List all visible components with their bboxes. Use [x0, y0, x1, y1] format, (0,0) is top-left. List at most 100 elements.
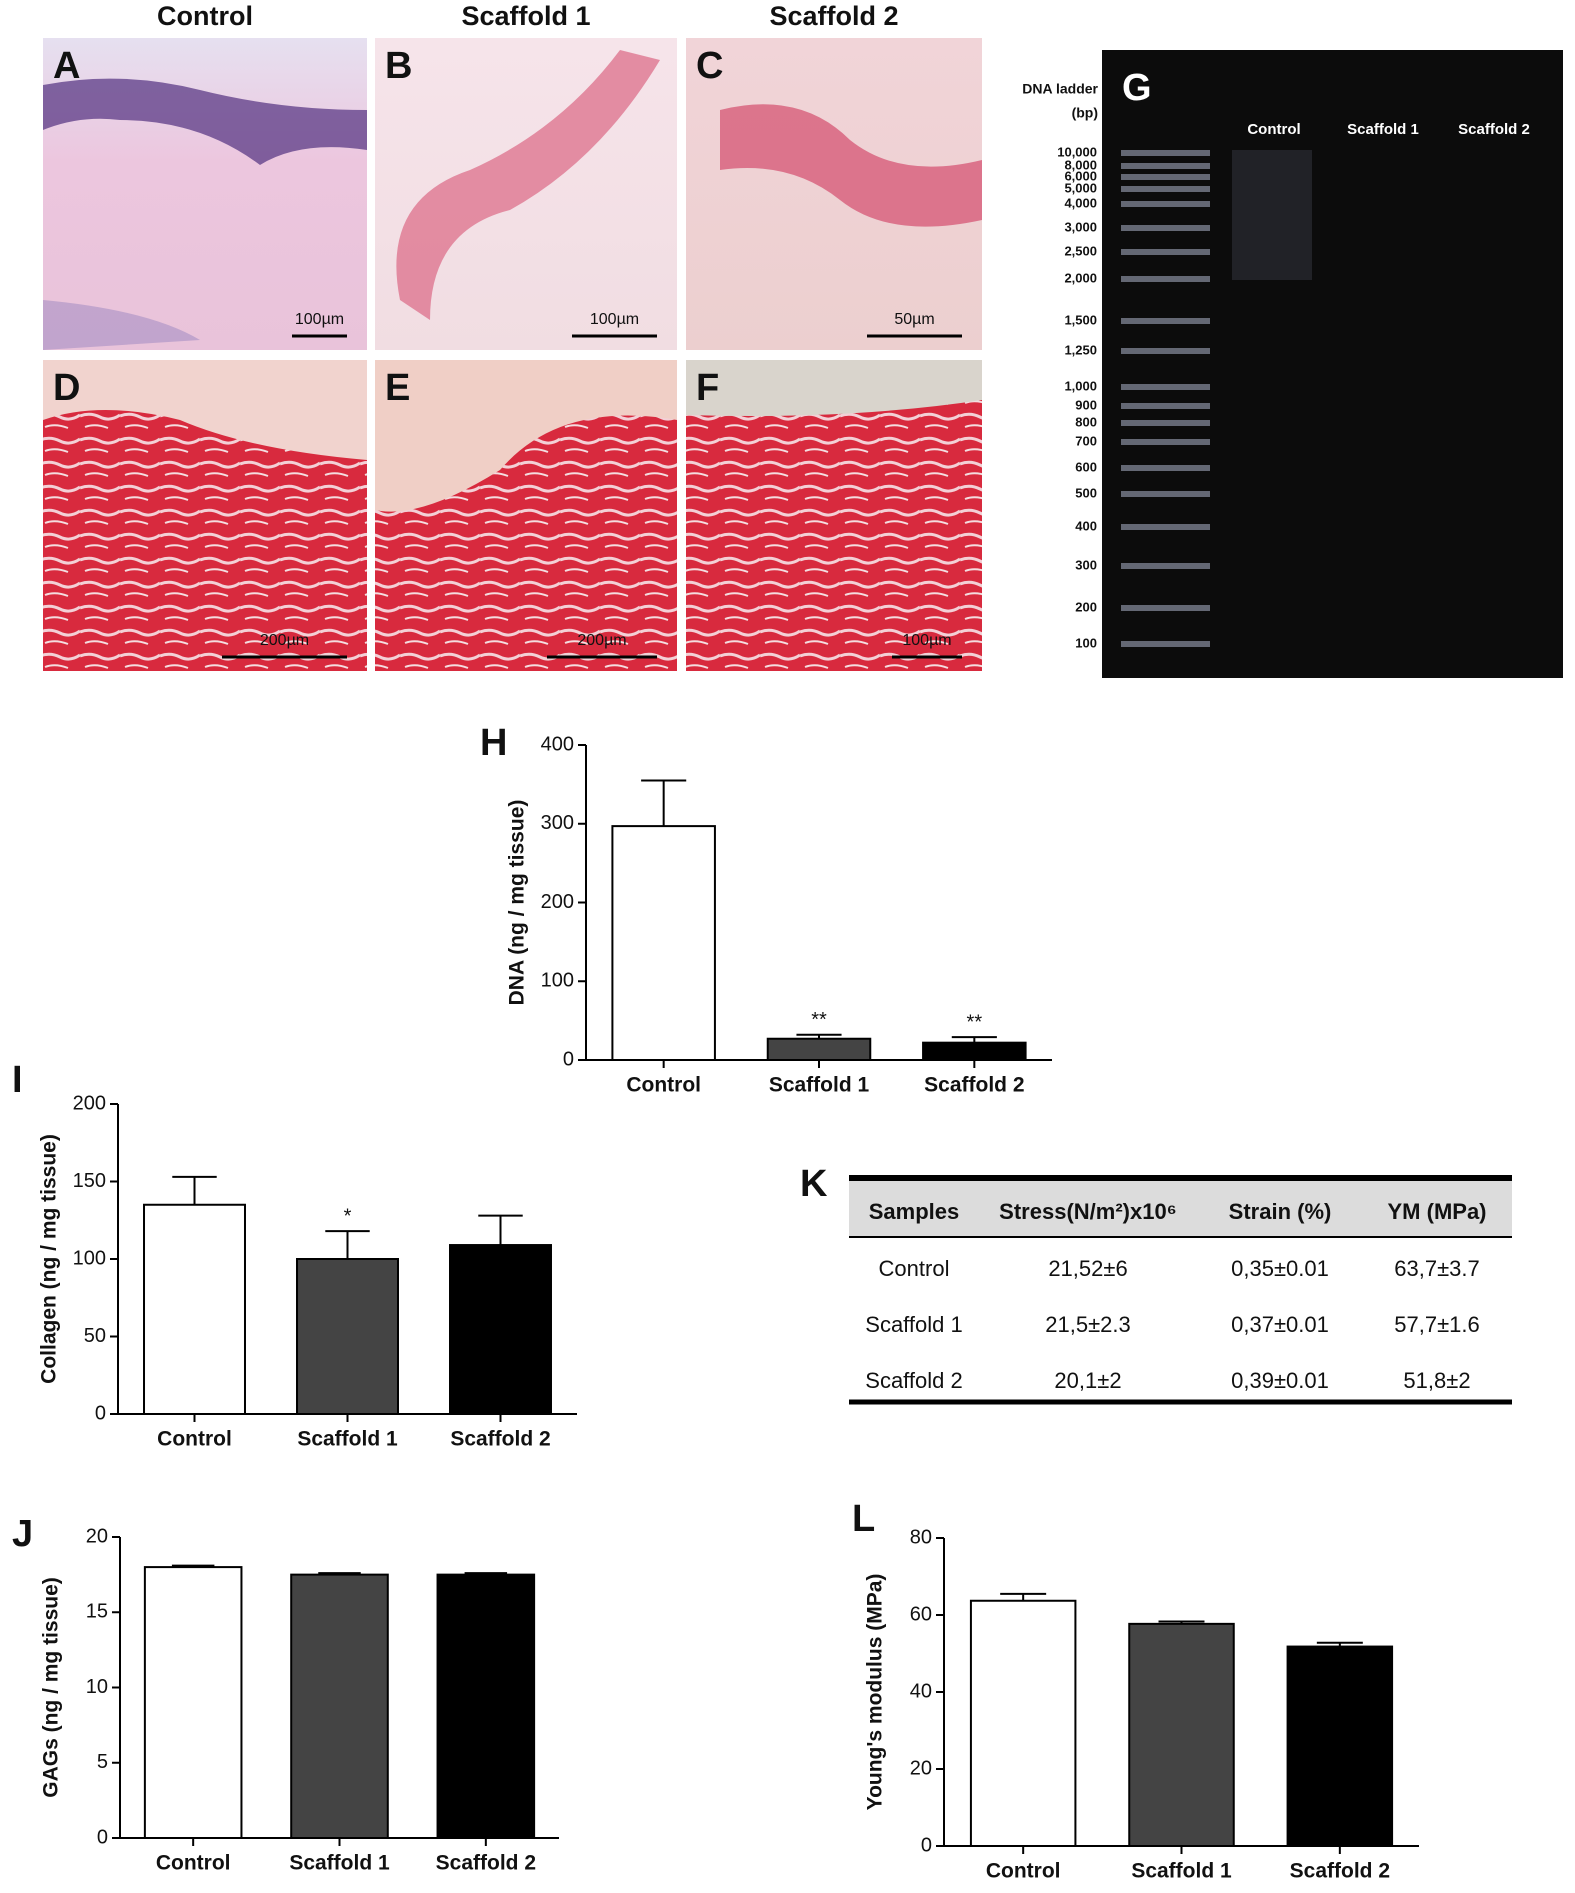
- table-cell: Scaffold 2: [865, 1368, 962, 1393]
- ladder-band: [1121, 201, 1210, 207]
- ladder-title: (bp): [1072, 105, 1098, 121]
- histology-f: [686, 360, 982, 671]
- bar: [143, 1203, 246, 1415]
- bar: [766, 1037, 872, 1062]
- panel-letter: E: [385, 367, 410, 409]
- y-tick-label: 0: [97, 1826, 108, 1848]
- panel-letter: A: [53, 45, 80, 87]
- ladder-band: [1121, 403, 1210, 409]
- histology-c: [686, 38, 982, 350]
- panel-letter: C: [696, 45, 723, 87]
- significance-label: **: [811, 1009, 827, 1031]
- x-tick-label: Scaffold 2: [924, 1074, 1024, 1097]
- ladder-band: [1121, 186, 1210, 192]
- panel-letter: K: [800, 1163, 828, 1205]
- ladder-label: 6,000: [1064, 168, 1097, 183]
- bar: [296, 1258, 399, 1415]
- ladder-label: 4,000: [1064, 195, 1097, 210]
- panel-letter: J: [12, 1513, 33, 1555]
- ladder-band: [1121, 318, 1210, 324]
- bar: [436, 1573, 536, 1839]
- ladder-band: [1121, 384, 1210, 390]
- significance-label: **: [967, 1011, 983, 1033]
- table-cell: Scaffold 1: [865, 1312, 962, 1337]
- ladder-band: [1121, 249, 1210, 255]
- ladder-label: 300: [1075, 557, 1097, 572]
- y-tick-label: 300: [541, 812, 574, 834]
- ladder-band: [1121, 439, 1210, 445]
- y-tick-label: 0: [921, 1834, 932, 1856]
- y-tick-label: 10: [86, 1676, 108, 1698]
- table-header-bg: [849, 1181, 1512, 1236]
- ladder-band: [1121, 174, 1210, 180]
- ladder-band: [1121, 563, 1210, 569]
- table-cell: 21,52±6: [1048, 1256, 1127, 1281]
- ladder-label: 900: [1075, 397, 1097, 412]
- x-tick-label: Scaffold 2: [1290, 1860, 1390, 1883]
- x-tick-label: Scaffold 2: [436, 1852, 536, 1875]
- table-cell: 0,37±0.01: [1231, 1312, 1329, 1337]
- table-header: Samples: [869, 1199, 960, 1224]
- significance-label: *: [344, 1205, 352, 1227]
- y-tick-label: 0: [95, 1402, 106, 1424]
- scale-bar-label: 100µm: [902, 632, 951, 649]
- ladder-band: [1121, 150, 1210, 156]
- bar: [969, 1599, 1077, 1847]
- table-cell: 0,35±0.01: [1231, 1256, 1329, 1281]
- bar: [1128, 1622, 1235, 1847]
- ladder-label: 2,000: [1064, 270, 1097, 285]
- lane-label: Scaffold 2: [1458, 121, 1530, 138]
- y-tick-label: 200: [541, 891, 574, 913]
- panel-letter: B: [385, 45, 412, 87]
- ladder-band: [1121, 420, 1210, 426]
- x-tick-label: Scaffold 1: [769, 1074, 870, 1097]
- y-tick-label: 20: [910, 1757, 932, 1779]
- histology-d: [43, 360, 367, 671]
- column-title: Scaffold 1: [461, 1, 590, 31]
- bar: [449, 1244, 552, 1416]
- bar: [922, 1041, 1027, 1062]
- ladder-title: DNA ladder: [1022, 81, 1098, 97]
- panel-letter: L: [852, 1498, 875, 1540]
- ladder-band: [1121, 163, 1210, 169]
- panel-letter: I: [12, 1059, 23, 1101]
- panel-letter: H: [480, 722, 507, 764]
- scale-bar-label: 100µm: [295, 311, 344, 328]
- ladder-band: [1121, 605, 1210, 611]
- ladder-band: [1121, 641, 1210, 647]
- lane-label: Scaffold 1: [1347, 121, 1419, 138]
- y-tick-label: 400: [541, 733, 574, 755]
- ladder-band: [1121, 465, 1210, 471]
- table-cell: 20,1±2: [1054, 1368, 1121, 1393]
- ladder-label: 100: [1075, 635, 1097, 650]
- scale-bar-label: 50µm: [894, 311, 934, 328]
- scale-bar-label: 200µm: [577, 632, 626, 649]
- x-tick-label: Scaffold 1: [1131, 1860, 1232, 1883]
- ladder-label: 700: [1075, 433, 1097, 448]
- x-tick-label: Control: [156, 1852, 231, 1875]
- bar: [1286, 1645, 1394, 1847]
- ladder-label: 400: [1075, 518, 1097, 533]
- panel-letter: G: [1122, 67, 1152, 109]
- table-cell: 63,7±3.7: [1394, 1256, 1479, 1281]
- y-axis-label: DNA (ng / mg tissue): [506, 800, 529, 1006]
- y-axis-label: Collagen (ng / mg tissue): [38, 1134, 61, 1384]
- table-header: Strain (%): [1229, 1199, 1332, 1224]
- x-tick-label: Control: [157, 1428, 232, 1451]
- bar: [611, 825, 716, 1061]
- ladder-label: 1,500: [1064, 312, 1097, 327]
- y-tick-label: 60: [910, 1603, 932, 1625]
- y-tick-label: 15: [86, 1601, 108, 1623]
- column-title: Control: [157, 1, 253, 31]
- ladder-label: 2,500: [1064, 243, 1097, 258]
- y-tick-label: 200: [73, 1092, 106, 1114]
- table-cell: 0,39±0.01: [1231, 1368, 1329, 1393]
- lane-label: Control: [1247, 121, 1300, 138]
- ladder-label: 5,000: [1064, 180, 1097, 195]
- y-tick-label: 100: [73, 1247, 106, 1269]
- y-tick-label: 5: [97, 1751, 108, 1773]
- table-cell: 51,8±2: [1403, 1368, 1470, 1393]
- ladder-label: 600: [1075, 459, 1097, 474]
- y-axis-label: GAGs (ng / mg tissue): [40, 1577, 63, 1798]
- ladder-label: 800: [1075, 414, 1097, 429]
